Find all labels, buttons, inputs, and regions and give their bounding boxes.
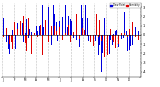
Bar <box>40 32 41 35</box>
Bar <box>53 5 54 35</box>
Bar <box>101 35 102 72</box>
Bar <box>6 35 7 42</box>
Bar <box>95 35 96 41</box>
Bar <box>88 35 89 41</box>
Bar <box>78 22 79 35</box>
Bar <box>57 35 58 41</box>
Bar <box>19 35 20 42</box>
Bar <box>54 14 55 35</box>
Bar <box>75 35 76 44</box>
Bar <box>4 17 5 35</box>
Legend: Dew Point, Humidity: Dew Point, Humidity <box>110 3 140 8</box>
Bar <box>107 35 108 37</box>
Bar <box>31 32 32 35</box>
Bar <box>135 27 136 35</box>
Bar <box>12 30 13 35</box>
Bar <box>59 21 60 35</box>
Bar <box>67 27 68 35</box>
Bar <box>133 35 134 57</box>
Bar <box>82 18 83 35</box>
Bar <box>45 28 46 35</box>
Bar <box>26 19 27 35</box>
Bar <box>131 35 132 36</box>
Bar <box>123 35 124 38</box>
Bar <box>68 16 69 35</box>
Bar <box>50 32 51 35</box>
Bar <box>62 17 63 35</box>
Bar <box>60 21 61 35</box>
Bar <box>96 29 97 35</box>
Bar <box>85 5 86 35</box>
Bar <box>47 15 48 35</box>
Bar <box>138 31 139 35</box>
Bar <box>32 31 33 35</box>
Bar <box>14 34 15 35</box>
Bar <box>42 5 43 35</box>
Bar <box>34 34 35 35</box>
Bar <box>126 31 127 35</box>
Bar <box>29 29 30 35</box>
Bar <box>48 7 49 35</box>
Bar <box>9 35 10 54</box>
Bar <box>37 31 38 35</box>
Bar <box>51 35 52 45</box>
Bar <box>124 13 125 35</box>
Bar <box>108 29 109 35</box>
Bar <box>3 17 4 35</box>
Bar <box>65 5 66 35</box>
Bar <box>115 31 116 35</box>
Bar <box>80 23 81 35</box>
Bar <box>11 35 12 42</box>
Bar <box>116 30 117 35</box>
Bar <box>103 35 104 55</box>
Bar <box>28 35 29 38</box>
Bar <box>118 35 119 47</box>
Bar <box>105 35 106 37</box>
Bar <box>113 34 114 35</box>
Bar <box>98 35 99 55</box>
Bar <box>39 26 40 35</box>
Bar <box>73 35 74 38</box>
Bar <box>25 33 26 35</box>
Bar <box>70 19 71 35</box>
Bar <box>104 18 105 35</box>
Bar <box>76 35 77 40</box>
Bar <box>20 27 21 35</box>
Bar <box>17 23 18 35</box>
Bar <box>90 35 91 41</box>
Bar <box>23 35 24 42</box>
Bar <box>106 32 107 35</box>
Bar <box>129 35 130 50</box>
Bar <box>79 35 80 47</box>
Bar <box>132 35 133 45</box>
Bar <box>121 35 122 39</box>
Bar <box>87 18 88 35</box>
Bar <box>136 35 137 51</box>
Bar <box>110 35 111 40</box>
Bar <box>22 23 23 35</box>
